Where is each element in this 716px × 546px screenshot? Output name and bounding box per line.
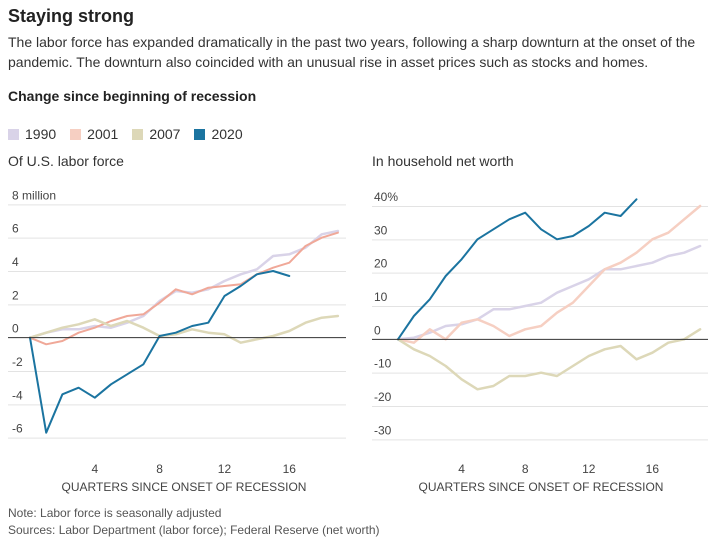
labor-x-tick-label: 4 [91, 462, 98, 476]
networth-series-1990 [396, 244, 702, 341]
legend-item-2007: 2007 [132, 126, 180, 142]
right-panel-title: In household net worth [372, 153, 514, 169]
legend-label-2001: 2001 [87, 126, 119, 142]
labor-series-2020 [29, 270, 291, 434]
labor-x-tick-label: 8 [156, 462, 163, 476]
chart-subtitle: The labor force has expanded dramaticall… [8, 34, 696, 70]
legend-swatch-2020 [194, 128, 206, 140]
labor-y-tick-label: 6 [12, 222, 19, 236]
legend-label-2007: 2007 [149, 126, 181, 142]
source-line: Sources: Labor Department (labor force);… [8, 523, 380, 537]
legend-item-1990: 1990 [8, 126, 56, 142]
labor-series-1990 [28, 229, 340, 339]
networth-series-2007 [396, 328, 702, 391]
legend-label-2020: 2020 [211, 126, 243, 142]
networth-x-tick-label: 4 [458, 462, 465, 476]
networth-y-tick-label: 40% [374, 190, 398, 204]
labor-x-tick-label: 16 [283, 462, 297, 476]
legend-item-2001: 2001 [70, 126, 118, 142]
networth-x-axis-label: QUARTERS SINCE ONSET OF RECESSION [419, 480, 664, 494]
networth-y-tick-label: -10 [374, 357, 392, 371]
legend-swatch-1990 [8, 128, 19, 140]
networth-y-tick-label: -30 [374, 423, 392, 437]
legend-swatch-2001 [70, 128, 82, 140]
networth-series-2020 [397, 198, 638, 341]
labor-y-tick-label: -6 [12, 422, 23, 436]
networth-x-tick-label: 16 [646, 462, 660, 476]
networth-x-tick-label: 8 [522, 462, 529, 476]
labor-y-tick-label: 8 million [12, 188, 56, 202]
legend-swatch-2007 [132, 128, 144, 140]
chart-title: Staying strong [8, 6, 135, 26]
labor-y-tick-label: 2 [12, 288, 19, 302]
networth-y-tick-label: 10 [374, 290, 388, 304]
labor-y-tick-label: -2 [12, 355, 23, 369]
section-label: Change since beginning of recession [8, 88, 257, 104]
labor-x-axis-label: QUARTERS SINCE ONSET OF RECESSION [62, 480, 307, 494]
networth-y-tick-label: -20 [374, 390, 392, 404]
networth-series-2001 [396, 204, 702, 344]
labor-series-2001 [29, 231, 339, 346]
left-panel-title: Of U.S. labor force [8, 153, 124, 169]
legend-label-1990: 1990 [25, 126, 57, 142]
networth-y-tick-label: 0 [374, 323, 381, 337]
legend: 1990 2001 2007 2020 [8, 126, 243, 142]
labor-series-2007 [28, 314, 340, 344]
footnote: Note: Labor force is seasonally adjusted [8, 506, 222, 520]
networth-x-tick-label: 12 [582, 462, 596, 476]
networth-y-tick-label: 30 [374, 223, 388, 237]
labor-x-tick-label: 12 [218, 462, 232, 476]
labor-y-tick-label: 4 [12, 255, 19, 269]
labor-y-tick-label: -4 [12, 388, 23, 402]
legend-item-2020: 2020 [194, 126, 243, 142]
networth-y-tick-label: 20 [374, 257, 388, 271]
labor-y-tick-label: 0 [12, 322, 19, 336]
